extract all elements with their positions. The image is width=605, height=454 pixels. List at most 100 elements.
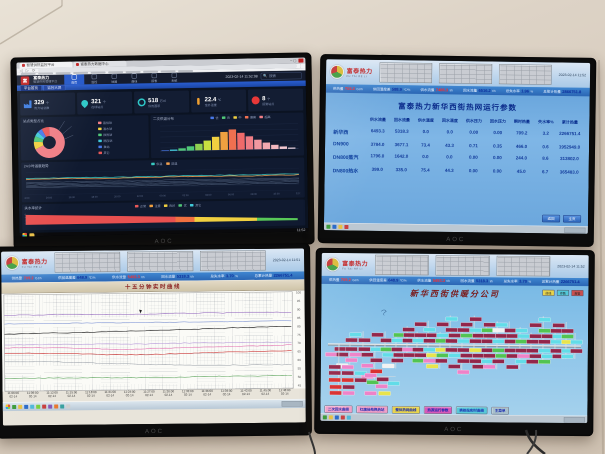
station-button[interactable]: 整体热网曲线 [391, 405, 420, 414]
nav-item[interactable]: 首页 [64, 74, 85, 85]
hmi-header: 富泰热力 FU TAI RE LI 2023-02-14 11:51 [1, 248, 305, 275]
hmi-header: 富泰热力 FU TAI RE LI 2023-02-14 11:52 [325, 59, 591, 88]
kpi-card[interactable]: 8 个 报警站点 [247, 88, 304, 112]
start-icon[interactable] [22, 232, 27, 237]
nav-item[interactable]: 曲线 [124, 73, 144, 84]
taskbar-icon[interactable] [18, 404, 23, 409]
taskbar-icon[interactable] [36, 404, 41, 409]
legend-item: 注意 [149, 204, 161, 209]
close-icon[interactable] [298, 58, 304, 63]
folder-icon[interactable] [29, 232, 35, 237]
taskbar-icon[interactable] [48, 404, 53, 409]
station-button[interactable]: 热源运行参数 [423, 406, 452, 414]
status-unit: t/h [141, 276, 145, 280]
table-cell: 0.6 [542, 144, 549, 150]
svg-text:0: 0 [25, 223, 27, 225]
status-value: 6516.2 [478, 88, 491, 93]
legend-item: 优 [178, 203, 187, 208]
trend-plot [3, 291, 294, 392]
status-item: 供热量 709.2 GJ/h [333, 86, 363, 91]
favicon [21, 63, 26, 67]
taskbar-icon[interactable] [24, 404, 29, 409]
kpi-label: 在线站点 [91, 105, 104, 109]
minimize-maximize-icons[interactable]: ‒ ▢ [290, 59, 297, 63]
taskbar-icon[interactable] [332, 224, 337, 229]
taskbar-icon[interactable] [338, 224, 343, 229]
y-tick: 70 [297, 342, 301, 346]
legend-item: 超高 [259, 115, 270, 120]
company-logo: 富泰热力 FU TAI RE LI [325, 257, 369, 272]
mini-button[interactable]: 参数 [556, 289, 569, 296]
summary-panel [496, 255, 551, 277]
station-button[interactable]: 主菜单 [491, 406, 509, 415]
status-item: 回水流量 5318.3 t/h [460, 279, 493, 284]
nav-item[interactable]: 报表 [144, 73, 164, 83]
taskbar-icon[interactable] [54, 404, 59, 409]
svg-text:12:00: 12:00 [24, 197, 30, 200]
header-datetime: 2023-02-14 11:52:08 [225, 74, 258, 79]
table-corner [333, 116, 365, 122]
summary-panel [127, 251, 194, 272]
status-item: 总失水率 1.96 % [506, 88, 534, 94]
status-label: 回水流量 [161, 275, 176, 279]
browser-tab-2[interactable]: 富泰热力数据中心 [73, 60, 127, 68]
nav-item[interactable]: 地图 [104, 73, 124, 84]
trend-chart [4, 311, 292, 379]
kpi-card[interactable]: 22.4 ℃ 室外温度 [190, 89, 247, 113]
mini-button[interactable]: 曲线 [542, 289, 555, 296]
screen-dashboard: 智慧供热监控平台 富泰热力数据中心 ‒ ▢ ◁ ▷ ⟳ ⋮ [16, 57, 309, 237]
nav-item[interactable]: 系统 [164, 72, 184, 83]
trend-y-axis: 100 95 90 85 80 75 70 65 60 55 50 45 [292, 290, 305, 388]
kpi-card[interactable]: 321 个 在线站点 [76, 91, 133, 115]
station-button[interactable]: 二次回水曲线 [324, 405, 353, 414]
y-tick: 55 [297, 367, 301, 371]
search-placeholder: 搜索 [269, 74, 277, 79]
taskbar-icon[interactable] [340, 415, 345, 420]
start-icon[interactable] [326, 224, 331, 229]
svg-text:00:00: 00:00 [160, 194, 167, 197]
histogram-chart [160, 123, 299, 152]
taskbar-icon[interactable] [66, 404, 71, 409]
kpi-card[interactable]: 518 万㎡ 供热面积 [133, 90, 190, 114]
column-header: 回水温度 [441, 118, 458, 124]
taskbar-icon[interactable] [60, 404, 65, 409]
table-cell: 335.0 [395, 167, 407, 173]
button-label: 主菜单 [494, 409, 506, 413]
taskbar-icon[interactable] [344, 224, 349, 229]
status-item: 供水流量 5493.3 t/h [112, 275, 145, 280]
kpi-card[interactable]: 329 个 热力站总数 [19, 92, 76, 116]
status-label: 供回温度差 [372, 87, 391, 92]
station-button[interactable]: 红旗佳苑换热站 [356, 405, 388, 414]
status-unit: GJ/h [35, 277, 42, 281]
taskbar-icon[interactable] [42, 404, 47, 409]
panel-title: 二次供温分布 [152, 117, 174, 122]
svg-text:02:00: 02:00 [182, 194, 189, 197]
nav-item[interactable]: 监控 [84, 74, 104, 84]
taskbar-icon[interactable] [334, 415, 339, 420]
nav-icon [151, 73, 157, 79]
search-input[interactable]: 🔍 搜索 [260, 72, 302, 80]
taskbar-icon[interactable] [328, 415, 333, 420]
start-icon[interactable] [322, 415, 327, 420]
mini-button[interactable]: 报警 [571, 290, 584, 297]
legend-item: 正常 [135, 204, 146, 209]
kpi-value: 8 [262, 94, 266, 102]
station-button[interactable]: 换热站实时曲线 [455, 406, 488, 415]
taskbar-icon[interactable] [12, 404, 17, 409]
taskbar-icon[interactable] [30, 404, 35, 409]
hist-legend: 优良中偏高 超高 [210, 115, 270, 121]
status-label: 供回温度差 [58, 276, 76, 280]
table-cell: 0.00 [468, 154, 478, 160]
x-tick: 11:36:00 02-14 [201, 389, 213, 397]
status-unit: ℃/% [88, 276, 96, 280]
row-label: DN900 [333, 141, 349, 147]
status-label: 回水流量 [463, 88, 478, 93]
start-icon[interactable] [5, 404, 11, 410]
y-tick: 75 [297, 333, 301, 337]
browser-tab-1[interactable]: 智慧供热监控平台 [19, 61, 73, 69]
button-label: 红旗佳苑换热站 [359, 407, 385, 412]
nav-button[interactable]: 返回 [542, 214, 561, 223]
nav-button[interactable]: 主页 [563, 214, 582, 223]
window-controls[interactable]: ‒ ▢ [290, 58, 304, 63]
taskbar-icon[interactable] [346, 415, 351, 420]
